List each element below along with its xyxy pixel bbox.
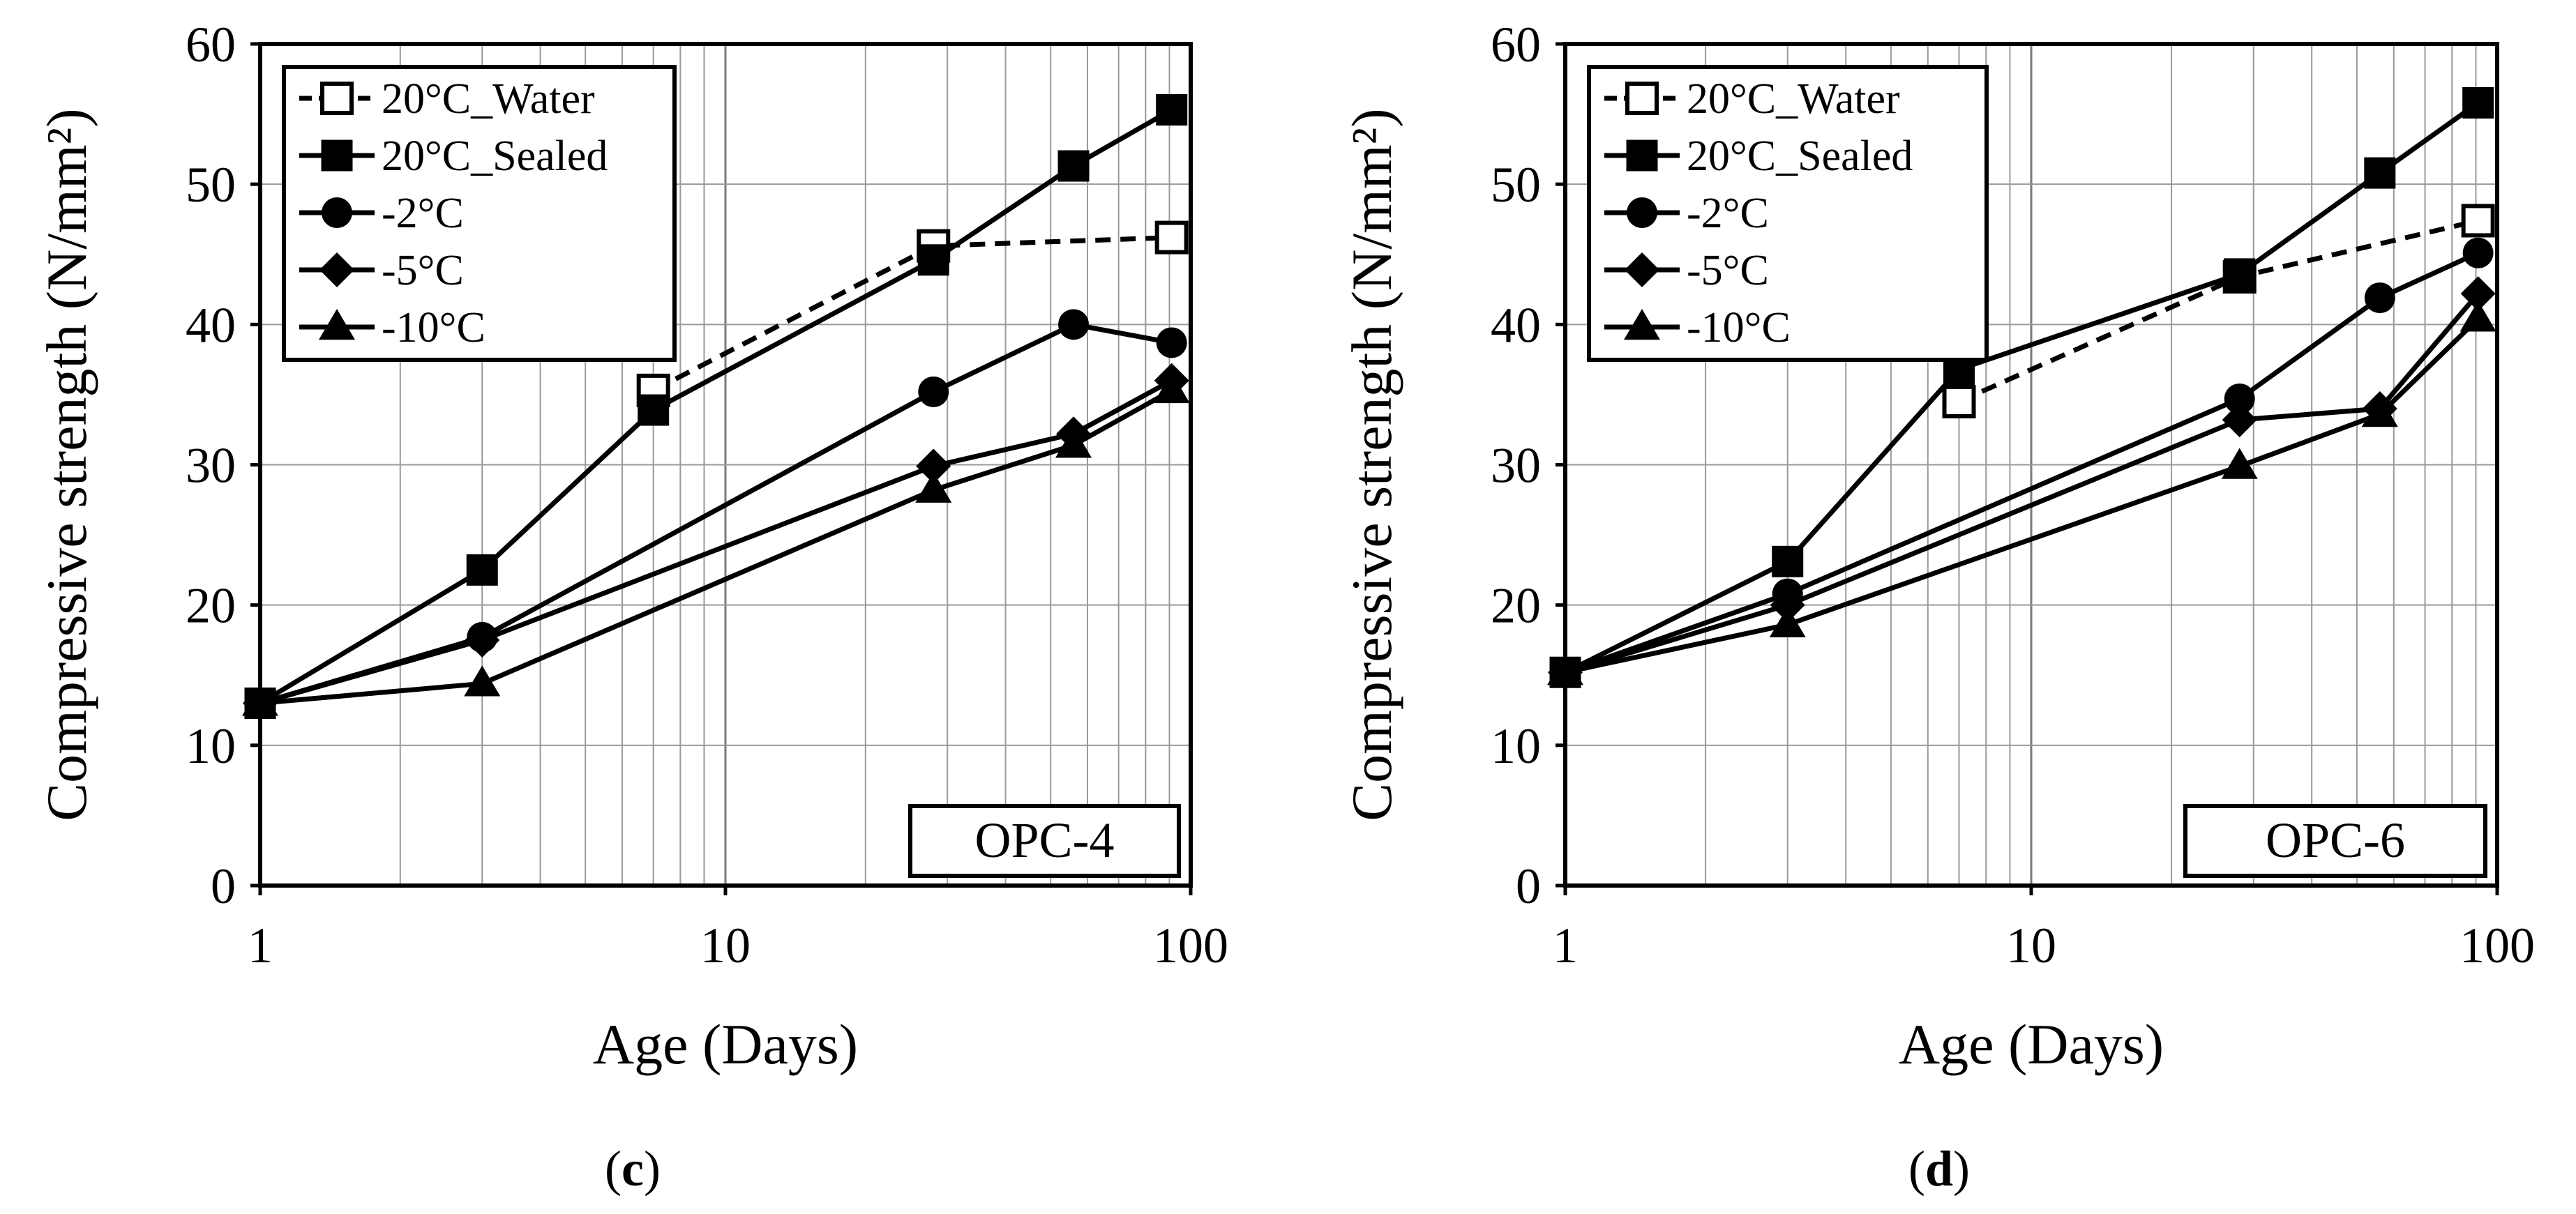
data-point — [915, 471, 952, 503]
legend-marker — [322, 197, 352, 228]
legend-marker — [319, 309, 355, 340]
y-tick-label: 20 — [186, 578, 236, 634]
y-tick-label: 10 — [1491, 718, 1541, 774]
y-tick-label: 40 — [1491, 297, 1541, 353]
legend-entry: -2°C — [382, 190, 464, 237]
data-point — [638, 394, 670, 426]
data-point — [1153, 372, 1190, 404]
data-point — [2460, 301, 2496, 332]
sample-label-text: OPC-4 — [974, 812, 1114, 868]
legend-marker — [320, 82, 354, 115]
data-point — [1547, 654, 1583, 685]
x-tick-label: 10 — [2006, 918, 2056, 973]
x-tick-label: 10 — [700, 918, 751, 973]
legend-marker — [319, 252, 354, 287]
x-axis-label: Age (Days) — [593, 1012, 858, 1076]
data-point — [1156, 327, 1187, 358]
y-axis-label: Compressive strength (N/mm²) — [35, 108, 98, 821]
series-line — [1564, 100, 2480, 675]
data-point — [917, 244, 949, 276]
x-tick-label: 1 — [248, 918, 273, 973]
data-point — [918, 376, 949, 407]
legend-entry: -2°C — [1687, 190, 1769, 237]
data-point — [1769, 606, 1806, 638]
x-tick-label: 1 — [1553, 918, 1578, 973]
legend: 20°C_Water 20°C_Sealed -2°C -5°C -10°C — [1587, 65, 1989, 362]
data-point — [1156, 94, 1188, 126]
chart-panel-d: 0 10 20 30 40 50 60 1 10 100 Age (Days) Compressive… — [1340, 17, 2535, 1197]
data-point — [242, 685, 278, 716]
y-tick-label: 0 — [211, 858, 236, 914]
data-point — [2462, 86, 2494, 119]
legend-marker — [1625, 252, 1659, 287]
legend-entry: 20°C_Sealed — [382, 132, 608, 180]
data-point — [465, 622, 500, 658]
legend-entry: -10°C — [382, 304, 485, 351]
data-point — [2364, 157, 2396, 189]
y-tick-label: 60 — [186, 17, 236, 73]
y-tick-label: 10 — [186, 718, 236, 774]
legend-marker — [1627, 197, 1657, 228]
data-point — [2224, 258, 2256, 290]
chart-panel-c: 0 10 20 30 40 50 60 1 10 100 Age (Days) Compressive… — [35, 17, 1228, 1197]
series-5 — [1547, 301, 2496, 685]
data-point — [2460, 276, 2496, 312]
data-point — [1770, 587, 1805, 623]
legend-entry: -10°C — [1687, 304, 1791, 351]
legend-entry: 20°C_Water — [1687, 75, 1900, 123]
legend-entry: -5°C — [1687, 247, 1769, 294]
series-2 — [244, 94, 1188, 719]
data-point — [2361, 396, 2398, 427]
data-point — [1055, 427, 1092, 458]
sample-label-box — [2183, 804, 2487, 878]
legend: 20°C_Water 20°C_Sealed -2°C -5°C -10°C — [282, 65, 677, 362]
data-point — [2462, 237, 2494, 268]
x-axis-label: Age (Days) — [1899, 1012, 2164, 1076]
y-tick-label: 60 — [1491, 17, 1541, 73]
legend-marker — [321, 139, 353, 172]
legend-marker — [1624, 309, 1660, 340]
data-point — [1057, 150, 1090, 182]
panel-caption: (c) — [605, 1141, 661, 1197]
data-point — [464, 665, 501, 697]
data-point — [2461, 204, 2495, 238]
y-tick-label: 50 — [1491, 157, 1541, 213]
data-point — [2224, 383, 2255, 414]
data-point — [2222, 402, 2257, 438]
x-tick-label: 100 — [2460, 918, 2535, 973]
y-tick-label: 40 — [186, 297, 236, 353]
data-point — [916, 448, 951, 484]
y-tick-label: 30 — [186, 438, 236, 494]
y-tick-label: 30 — [1491, 438, 1541, 494]
data-point — [466, 554, 498, 586]
series-5 — [242, 372, 1190, 716]
y-tick-label: 0 — [1516, 858, 1541, 914]
data-point — [1154, 220, 1189, 255]
y-tick-label: 20 — [1491, 578, 1541, 634]
legend-marker — [1626, 139, 1658, 172]
sample-label: OPC-6 — [2183, 804, 2487, 878]
sample-label: OPC-4 — [908, 804, 1181, 878]
y-tick-label: 50 — [186, 157, 236, 213]
legend-entry: 20°C_Sealed — [1687, 132, 1913, 180]
data-point — [1772, 545, 1804, 577]
data-point — [1942, 384, 1976, 418]
panel-caption: (d) — [1908, 1141, 1970, 1197]
data-point — [2221, 448, 2258, 479]
data-point — [2364, 282, 2395, 314]
data-point — [1058, 309, 1090, 340]
sample-label-text: OPC-6 — [2266, 812, 2405, 868]
series-line — [259, 107, 1173, 706]
legend-marker — [1625, 82, 1659, 115]
x-tick-label: 100 — [1153, 918, 1228, 973]
legend-entry: 20°C_Water — [382, 75, 595, 123]
legend-entry: -5°C — [382, 247, 464, 294]
y-axis-label: Compressive strength (N/mm²) — [1340, 108, 1403, 821]
sample-label-box — [908, 804, 1181, 878]
